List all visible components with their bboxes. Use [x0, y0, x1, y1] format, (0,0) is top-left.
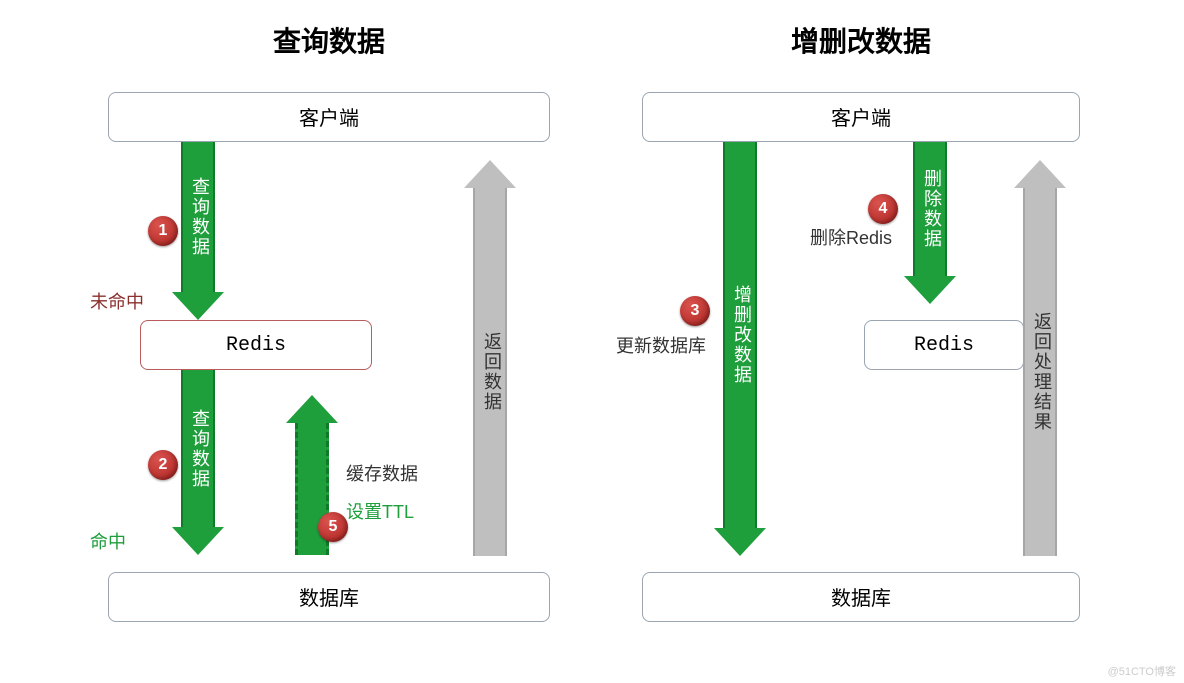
right-arrow-ret-head: [1014, 160, 1066, 188]
left-arrow-a1-head: [172, 292, 224, 320]
left-arrow-a1-label: 查询数据: [187, 173, 213, 261]
left-arrow-ret-label: 返回数据: [479, 328, 505, 416]
left-redis-box: Redis: [140, 320, 372, 370]
ann-update: 更新数据库: [616, 332, 706, 358]
right-arrow-a3-label: 增删改数据: [729, 280, 755, 390]
ann-hit: 命中: [90, 528, 126, 554]
left-arrow-ret-head: [464, 160, 516, 188]
ann-delred: 删除Redis: [810, 224, 892, 250]
left-arrow-a2-label: 查询数据: [187, 405, 213, 493]
badge-1: 1: [148, 216, 178, 246]
left-db-box: 数据库: [108, 572, 550, 622]
left-arrow-a5-head: [286, 395, 338, 423]
right-db-box: 数据库: [642, 572, 1080, 622]
badge-3: 3: [680, 296, 710, 326]
badge-5: 5: [318, 512, 348, 542]
badge-2: 2: [148, 450, 178, 480]
ann-cache: 缓存数据: [346, 460, 418, 486]
left-arrow-a2-head: [172, 527, 224, 555]
badge-4: 4: [868, 194, 898, 224]
right-arrow-ret-label: 返回处理结果: [1029, 306, 1055, 438]
left-title: 查询数据: [108, 20, 550, 60]
right-arrow-a4-label: 删除数据: [919, 165, 945, 253]
right-redis-box: Redis: [864, 320, 1024, 370]
right-arrow-a3-head: [714, 528, 766, 556]
watermark: @51CTO博客: [1108, 663, 1176, 679]
right-client-box: 客户端: [642, 92, 1080, 142]
left-client-box: 客户端: [108, 92, 550, 142]
right-title: 增删改数据: [642, 20, 1080, 60]
right-arrow-a4-head: [904, 276, 956, 304]
ann-ttl: 设置TTL: [346, 498, 414, 524]
ann-miss: 未命中: [90, 288, 144, 314]
